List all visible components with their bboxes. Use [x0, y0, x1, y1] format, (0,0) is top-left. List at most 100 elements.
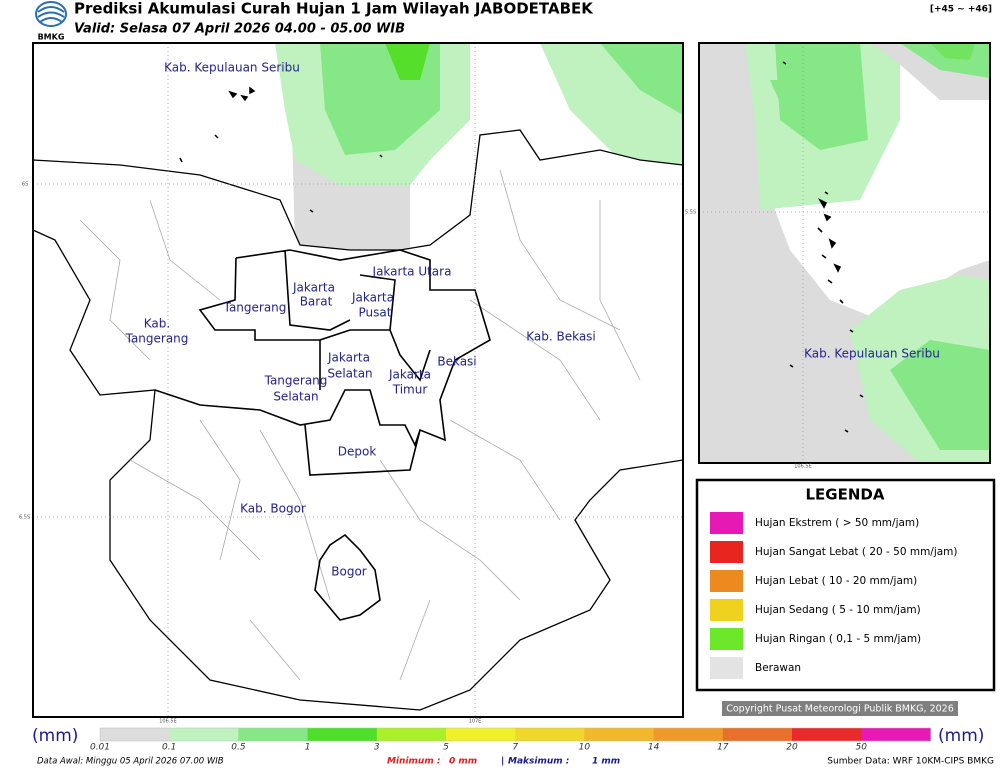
- colorbar-segment: [446, 728, 516, 741]
- colorbar-tick-label: 50: [855, 743, 867, 753]
- region-label: Jakarta Utara: [372, 265, 452, 279]
- region-label: Timur: [392, 383, 428, 397]
- region-label: Jakarta: [327, 351, 370, 365]
- legend-swatch: [710, 657, 743, 679]
- colorbar-unit: (mm): [938, 726, 984, 746]
- copyright: Copyright Pusat Meteorologi Publik BMKG,…: [726, 704, 954, 715]
- map-path: [154, 249, 491, 476]
- colorbar-segment: [792, 728, 862, 741]
- map-rect: [32, 42, 684, 718]
- map-g: [33, 43, 683, 717]
- map-path: [314, 533, 381, 621]
- legend-label: Hujan Ekstrem ( > 50 mm/jam): [755, 517, 919, 529]
- main-map: Kab. Kepulauan Seribu Jakarta Utara Jaka…: [19, 42, 684, 725]
- map-path: [900, 43, 990, 78]
- inset-map: Kab. Kepulauan Seribu 5.5S 106.5E: [685, 42, 991, 470]
- colorbar-segment: [307, 728, 378, 741]
- map-path: [385, 43, 430, 80]
- map-path: [770, 80, 840, 125]
- legend-swatch: [710, 628, 743, 650]
- separator: |: [501, 757, 504, 767]
- colorbar-segment: [100, 728, 170, 741]
- region-label: Kab. Kepulauan Seribu: [804, 347, 940, 361]
- lon-label: 106.5E: [159, 719, 176, 725]
- legend-title: LEGENDA: [806, 486, 885, 504]
- region-label: Kab.: [144, 317, 170, 331]
- region-label: Tangerang: [264, 374, 328, 388]
- colorbar-segment: [584, 728, 655, 741]
- colorbar-segment: [169, 728, 239, 741]
- colorbar-tick-label: 1: [305, 743, 311, 753]
- map-path: [179, 86, 383, 213]
- colorbar-segment: [861, 728, 931, 741]
- region-label: Kab. Bekasi: [526, 330, 596, 344]
- colorbar-segment: [515, 728, 585, 741]
- colorbar: (mm) (mm) 0.01 0.1 0.5 1 3 5 7 10 14 17 20 50: [32, 726, 984, 753]
- map-g: [699, 43, 990, 463]
- map-path: [600, 43, 683, 115]
- region-label: Depok: [338, 445, 377, 459]
- region-label: Tangerang: [223, 301, 287, 315]
- lat-label: 6.5S: [19, 515, 30, 521]
- colorbar-segment: [376, 728, 447, 741]
- minimum-label: Minimum :: [387, 757, 440, 767]
- colorbar-tick-label: 20: [786, 743, 798, 753]
- map-path: [890, 340, 990, 450]
- map-path: [79, 169, 641, 681]
- maximum-label: Maksimum :: [508, 757, 569, 767]
- legend-swatch: [710, 599, 743, 621]
- colorbar-segment: [238, 728, 309, 741]
- legend-label: Hujan Ringan ( 0,1 - 5 mm/jam): [755, 633, 921, 645]
- legend-box: [695, 478, 996, 692]
- region-label: Kab. Bogor: [240, 502, 306, 516]
- colorbar-tick-label: 0.01: [90, 743, 110, 753]
- maximum-value: 1 mm: [592, 757, 620, 767]
- legend-label: Berawan: [755, 662, 801, 674]
- region-label: Jakarta: [351, 291, 394, 305]
- region-label: Jakarta: [292, 281, 335, 295]
- region-label: Bekasi: [437, 355, 476, 369]
- colorbar-frame: [99, 727, 931, 742]
- colorbar-tick-label: 3: [374, 743, 380, 753]
- map-rect: [698, 42, 991, 464]
- lon-label: 107E: [469, 719, 482, 725]
- region-label: Selatan: [327, 367, 372, 381]
- header: BMKG Prediksi Akumulasi Curah Hujan 1 Ja…: [35, 0, 992, 42]
- colorbar-segment: [653, 728, 724, 741]
- region-label: Kab. Kepulauan Seribu: [164, 61, 300, 75]
- copyright-box: [722, 701, 958, 716]
- colorbar-unit: (mm): [32, 726, 78, 746]
- data-start: Data Awal: Minggu 05 April 2026 07.00 WI…: [37, 757, 224, 767]
- region-label: Bogor: [331, 565, 367, 579]
- logo-waves: [37, 6, 65, 23]
- legend: LEGENDA Hujan Ekstrem ( > 50 mm/jam) Huja…: [695, 478, 996, 692]
- legend-label: Hujan Lebat ( 10 - 20 mm/jam): [755, 575, 917, 587]
- legend-swatch: [710, 541, 743, 563]
- region-label: Pusat: [359, 306, 392, 320]
- map-path: [782, 61, 864, 433]
- colorbar-tick-label: 7: [512, 743, 518, 753]
- colorbar-tick-label: 17: [717, 743, 729, 753]
- region-label: Selatan: [273, 390, 318, 404]
- colorbar-tick-label: 0.5: [231, 743, 246, 753]
- legend-label: Hujan Sangat Lebat ( 20 - 50 mm/jam): [755, 546, 958, 558]
- title: Prediksi Akumulasi Curah Hujan 1 Jam Wil…: [74, 0, 594, 18]
- colorbar-segment: [722, 728, 793, 741]
- colorbar-tick-label: 14: [648, 743, 660, 753]
- run-code: [+45 ~ +46]: [930, 5, 992, 15]
- subtitle: Valid: Selasa 07 April 2026 04.00 - 05.0…: [74, 22, 405, 37]
- region-label: Tangerang: [125, 332, 189, 346]
- colorbar-tick-label: 5: [443, 743, 449, 753]
- lon-label: 106.5E: [794, 464, 811, 470]
- legend-swatch: [710, 570, 743, 592]
- colorbar-tick-label: 10: [579, 743, 591, 753]
- region-label: Barat: [300, 295, 333, 309]
- legend-label: Hujan Sedang ( 5 - 10 mm/jam): [755, 604, 921, 616]
- lat-label: 6S: [22, 182, 28, 188]
- minimum-value: 0 mm: [449, 757, 477, 767]
- region-label: Jakarta: [388, 368, 431, 382]
- source: Sumber Data: WRF 10KM-CIPS BMKG: [827, 757, 994, 767]
- colorbar-tick-label: 0.1: [162, 743, 176, 753]
